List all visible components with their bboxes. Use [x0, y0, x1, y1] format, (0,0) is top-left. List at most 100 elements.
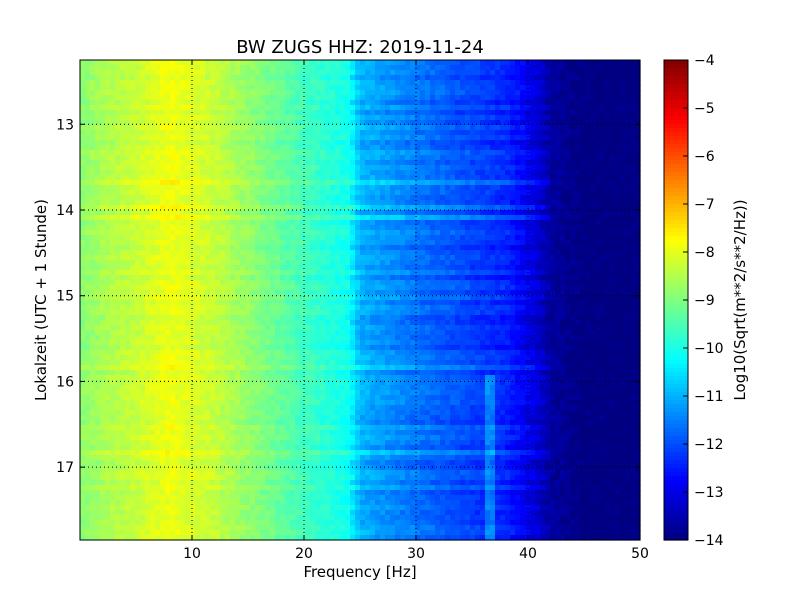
heatmap-cell	[380, 165, 386, 171]
heatmap-cell	[590, 210, 596, 216]
heatmap-cell	[260, 180, 266, 186]
heatmap-cell	[610, 70, 616, 76]
heatmap-cell	[635, 255, 641, 261]
heatmap-cell	[215, 190, 221, 196]
heatmap-cell	[395, 60, 401, 66]
heatmap-cell	[280, 250, 286, 256]
heatmap-cell	[240, 225, 246, 231]
heatmap-cell	[340, 215, 346, 221]
heatmap-cell	[180, 275, 186, 281]
heatmap-cell	[370, 250, 376, 256]
heatmap-cell	[520, 120, 526, 126]
heatmap-cell	[510, 235, 516, 241]
heatmap-cell	[375, 225, 381, 231]
heatmap-cell	[600, 220, 606, 226]
heatmap-cell	[165, 170, 171, 176]
heatmap-cell	[335, 110, 341, 116]
heatmap-cell	[390, 110, 396, 116]
heatmap-cell	[140, 245, 146, 251]
heatmap-cell	[250, 160, 256, 166]
heatmap-cell	[305, 220, 311, 226]
heatmap-cell	[370, 235, 376, 241]
heatmap-cell	[185, 80, 191, 86]
heatmap-cell	[175, 140, 181, 146]
heatmap-cell	[215, 150, 221, 156]
heatmap-cell	[210, 240, 216, 246]
heatmap-cell	[85, 235, 91, 241]
heatmap-cell	[285, 85, 291, 91]
heatmap-cell	[110, 165, 116, 171]
heatmap-cell	[275, 195, 281, 201]
heatmap-cell	[155, 235, 161, 241]
heatmap-cell	[445, 165, 451, 171]
heatmap-cell	[370, 220, 376, 226]
heatmap-cell	[335, 170, 341, 176]
heatmap-cell	[450, 135, 456, 141]
heatmap-cell	[295, 65, 301, 71]
heatmap-cell	[385, 175, 391, 181]
heatmap-cell	[525, 95, 531, 101]
heatmap-cell	[170, 270, 176, 276]
heatmap-cell	[360, 270, 366, 276]
heatmap-cell	[250, 85, 256, 91]
heatmap-cell	[155, 230, 161, 236]
heatmap-cell	[390, 135, 396, 141]
heatmap-cell	[185, 160, 191, 166]
heatmap-cell	[405, 215, 411, 221]
heatmap-cell	[120, 145, 126, 151]
heatmap-cell	[430, 185, 436, 191]
heatmap-cell	[505, 235, 511, 241]
heatmap-cell	[540, 120, 546, 126]
heatmap-cell	[235, 170, 241, 176]
heatmap-cell	[515, 90, 521, 96]
heatmap-cell	[315, 110, 321, 116]
heatmap-cell	[570, 260, 576, 266]
heatmap-cell	[115, 260, 121, 266]
heatmap-cell	[590, 220, 596, 226]
heatmap-cell	[180, 170, 186, 176]
heatmap-cell	[105, 90, 111, 96]
heatmap-cell	[425, 155, 431, 161]
heatmap-cell	[490, 80, 496, 86]
heatmap-cell	[470, 95, 476, 101]
heatmap-cell	[310, 130, 316, 136]
heatmap-cell	[320, 130, 326, 136]
heatmap-cell	[265, 65, 271, 71]
heatmap-cell	[610, 65, 616, 71]
heatmap-cell	[425, 105, 431, 111]
heatmap-cell	[370, 135, 376, 141]
heatmap-cell	[535, 60, 541, 66]
heatmap-cell	[545, 220, 551, 226]
heatmap-cell	[135, 105, 141, 111]
heatmap-cell	[460, 255, 466, 261]
heatmap-cell	[595, 115, 601, 121]
heatmap-cell	[555, 115, 561, 121]
heatmap-cell	[225, 95, 231, 101]
heatmap-cell	[230, 120, 236, 126]
heatmap-cell	[420, 175, 426, 181]
heatmap-cell	[620, 225, 626, 231]
heatmap-cell	[500, 200, 506, 206]
heatmap-cell	[615, 215, 621, 221]
heatmap-cell	[375, 240, 381, 246]
heatmap-cell	[370, 145, 376, 151]
heatmap-cell	[140, 90, 146, 96]
heatmap-cell	[465, 220, 471, 226]
heatmap-cell	[425, 60, 431, 66]
heatmap-cell	[195, 250, 201, 256]
heatmap-cell	[135, 200, 141, 206]
heatmap-cell	[345, 85, 351, 91]
heatmap-cell	[340, 115, 346, 121]
heatmap-cell	[540, 155, 546, 161]
heatmap-cell	[285, 160, 291, 166]
heatmap-cell	[95, 140, 101, 146]
heatmap-cell	[570, 80, 576, 86]
heatmap-cell	[565, 235, 571, 241]
heatmap-cell	[515, 80, 521, 86]
heatmap-cell	[235, 140, 241, 146]
heatmap-cell	[485, 150, 491, 156]
heatmap-cell	[515, 260, 521, 266]
heatmap-cell	[310, 115, 316, 121]
heatmap-cell	[260, 140, 266, 146]
heatmap-cell	[130, 60, 136, 66]
